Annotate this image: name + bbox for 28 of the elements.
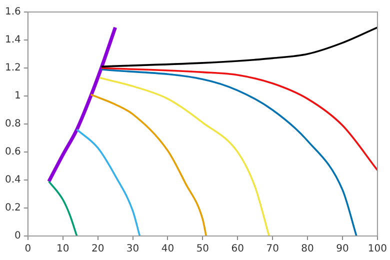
x-tick-label: 10 xyxy=(56,244,70,255)
x-tick-label: 70 xyxy=(266,244,279,255)
y-tick-label: 1.6 xyxy=(4,6,21,18)
line-series xyxy=(100,26,378,68)
x-tick-label: 50 xyxy=(196,244,210,255)
y-tick-label: 1.2 xyxy=(4,62,21,74)
x-tick-label: 20 xyxy=(91,244,104,255)
line-series xyxy=(48,180,78,236)
x-tick-label: 40 xyxy=(161,244,174,255)
line-series xyxy=(47,26,118,184)
x-tick-label: 60 xyxy=(231,244,244,255)
y-tick-label: 0.6 xyxy=(4,146,21,158)
y-tick-label: 0.2 xyxy=(4,202,21,214)
x-tick-label: 80 xyxy=(301,244,314,255)
x-tick-label: 90 xyxy=(336,244,349,255)
line-series xyxy=(98,76,270,236)
x-tick-label: 30 xyxy=(126,244,140,255)
line-series xyxy=(76,128,141,236)
line-series xyxy=(100,68,358,236)
y-tick-label: 0.8 xyxy=(4,118,21,130)
line-series xyxy=(90,94,208,236)
y-tick-label: 1 xyxy=(14,90,21,102)
y-tick-label: 0 xyxy=(14,230,21,242)
y-tick-label: 0.4 xyxy=(4,174,21,186)
y-tick-label: 1.4 xyxy=(4,34,21,46)
x-tick-label: 100 xyxy=(368,244,388,255)
x-tick-label: 0 xyxy=(24,244,32,255)
line-series xyxy=(100,67,378,172)
